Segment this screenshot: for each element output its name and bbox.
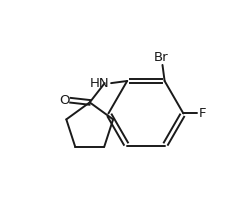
Text: F: F bbox=[198, 107, 206, 120]
Text: O: O bbox=[59, 94, 69, 107]
Text: Br: Br bbox=[154, 51, 169, 64]
Text: HN: HN bbox=[89, 77, 109, 90]
